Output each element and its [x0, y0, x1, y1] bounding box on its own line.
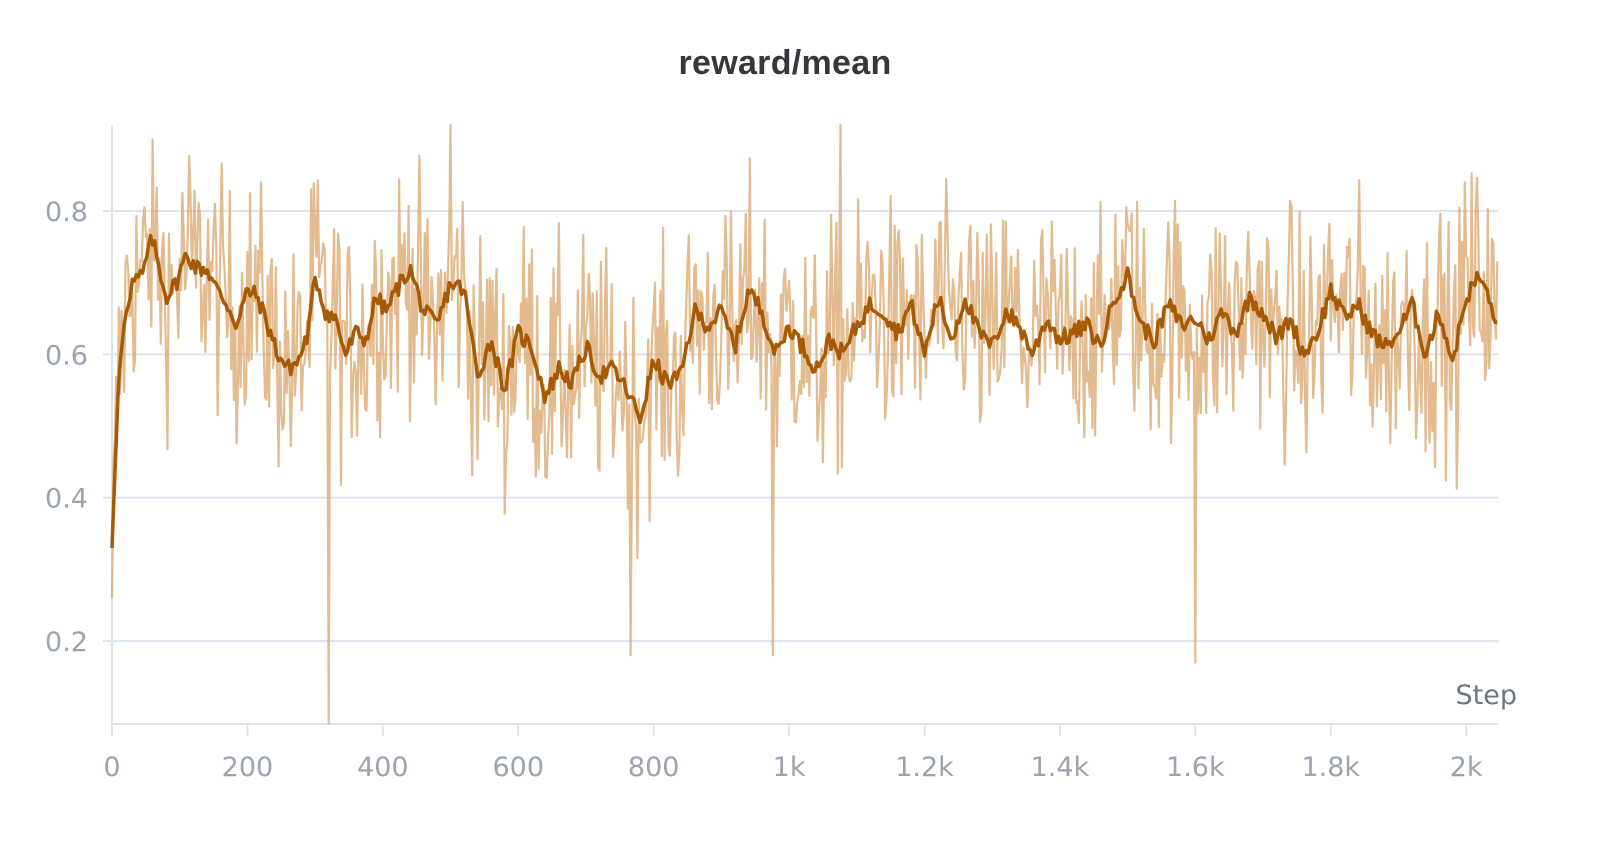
x-tick-label: 1.2k: [895, 752, 954, 783]
y-axis-ticks: 0.2 0.4 0.6 0.8: [45, 197, 88, 658]
raw-line: [110, 123, 1499, 725]
axes: [111, 125, 1498, 736]
x-tick-label: 600: [492, 752, 544, 783]
raw-series-line: [110, 123, 1499, 725]
x-tick-label: 2k: [1450, 752, 1483, 783]
y-tick-label: 0.6: [45, 340, 88, 371]
x-tick-label: 400: [357, 752, 409, 783]
x-tick-label: 0: [103, 752, 120, 783]
y-tick-label: 0.8: [45, 197, 88, 228]
x-tick-label: 1.4k: [1031, 752, 1090, 783]
smoothed-line: [110, 233, 1498, 548]
chart-title: reward/mean: [678, 44, 892, 82]
x-axis-ticks: 0 200 400 600 800 1k 1.2k 1.4k 1.6k 1.8k 2k: [103, 724, 1483, 783]
x-tick-label: 1.6k: [1166, 752, 1225, 783]
y-tick-label: 0.4: [45, 484, 88, 515]
x-tick-label: 800: [628, 752, 680, 783]
x-tick-label: 1.8k: [1301, 752, 1360, 783]
smoothed-series-line: [110, 233, 1498, 548]
x-axis-title: Step: [1456, 680, 1517, 711]
x-tick-label: 1k: [773, 752, 806, 783]
y-tick-label: 0.2: [45, 627, 88, 658]
x-tick-label: 200: [222, 752, 274, 783]
